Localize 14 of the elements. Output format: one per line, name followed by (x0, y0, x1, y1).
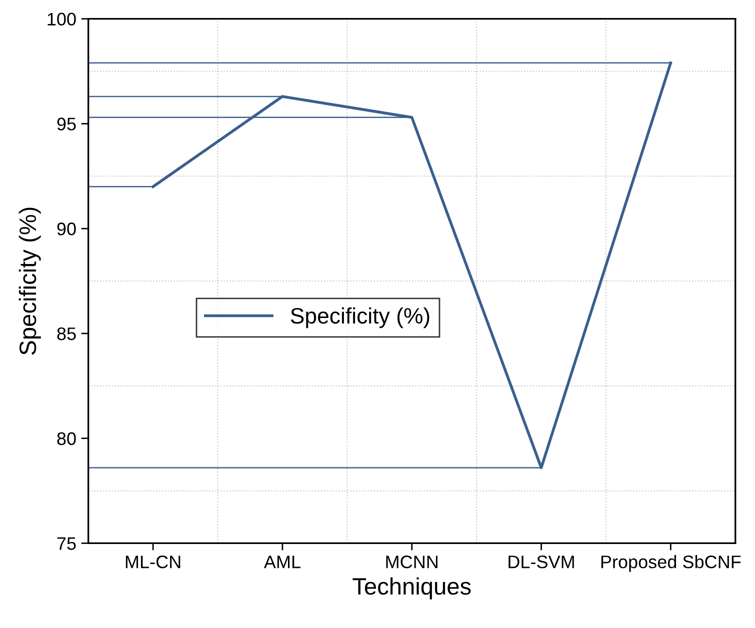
x-tick-label: MCNN (386, 556, 438, 568)
y-tick-label: 75 (57, 537, 76, 550)
y-tick-label: 80 (57, 432, 76, 446)
y-tick-label: 95 (57, 118, 76, 130)
y-axis-title: Specificity (%) (18, 208, 41, 355)
x-tick-label: Proposed SbCNF (601, 555, 741, 572)
x-tick-label: AML (264, 556, 300, 568)
x-tick-label: DL-SVM (508, 556, 574, 568)
legend-label: Specificity (%) (290, 307, 430, 328)
y-tick-label: 85 (57, 327, 76, 340)
x-tick-label: ML-CN (126, 556, 180, 568)
y-tick-label: 90 (57, 222, 76, 236)
x-axis-title: Techniques (352, 577, 471, 600)
y-tick-label: 100 (48, 12, 76, 26)
